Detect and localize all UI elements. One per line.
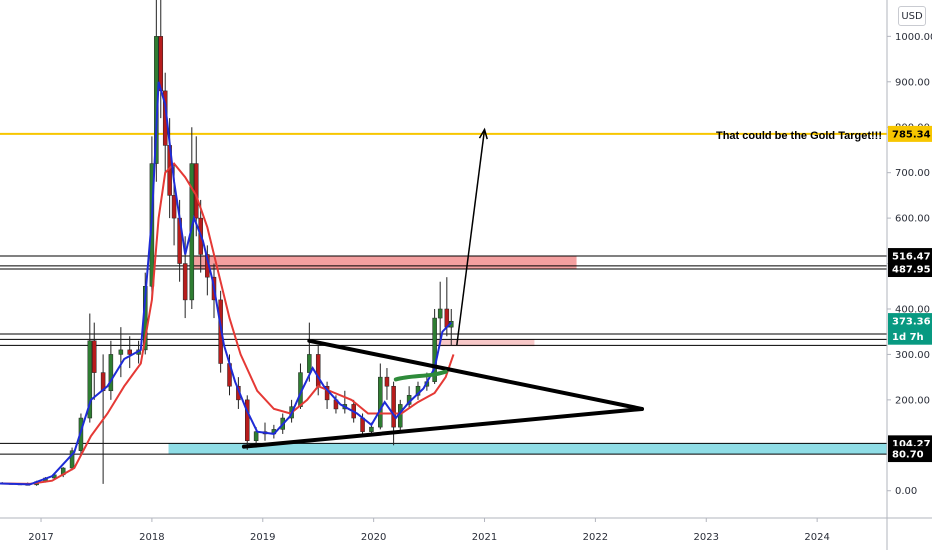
y-tick-label-9: 1000.00 [895, 32, 932, 43]
target-arrow-head [478, 127, 488, 140]
zone-2 [168, 443, 887, 455]
candle-body-10 [87, 340, 93, 419]
candle-body-8 [69, 450, 75, 469]
candle-body-56 [432, 317, 437, 382]
candle-body-35 [253, 431, 259, 442]
candle-body-57 [437, 308, 443, 319]
price-tag-bg-0 [888, 125, 932, 142]
price-tag-label-3: 373.36 [892, 317, 931, 328]
y-tick-label-5: 600.00 [895, 214, 930, 225]
y-tick-label-6: 700.00 [895, 168, 930, 179]
candle-body-13 [108, 354, 114, 392]
x-tick-label-6: 2023 [694, 532, 719, 543]
candle-body-27 [193, 163, 199, 219]
candle-body-51 [391, 385, 396, 428]
price-tag-bg-2 [888, 261, 932, 278]
annotation-text: That could be the Gold Target!!! [716, 130, 882, 142]
x-tick-label-5: 2022 [583, 532, 608, 543]
candle-body-41 [307, 354, 312, 373]
price-tag-label-2: 487.95 [892, 265, 931, 276]
price-tag-bg-1 [888, 248, 932, 265]
price-tag-bg-6 [888, 446, 932, 463]
price-tag-label-6: 80.70 [892, 450, 924, 461]
zone-1 [434, 339, 535, 347]
ema-red-line [0, 162, 455, 485]
x-tick-label-7: 2024 [804, 532, 829, 543]
x-tick-label-2: 2019 [250, 532, 275, 543]
x-tick-label-1: 2018 [139, 532, 164, 543]
levels-layer [0, 132, 887, 455]
x-tick-label-0: 2017 [28, 532, 53, 543]
price-tag-label-4: 1d 7h [892, 332, 924, 343]
candle-body-11 [91, 340, 97, 373]
zones-layer [168, 256, 887, 455]
candle-body-49 [378, 376, 383, 428]
price-tag-bg-3 [888, 313, 932, 330]
y-tick-label-3: 400.00 [895, 304, 930, 315]
y-tick-label-1: 200.00 [895, 395, 930, 406]
currency-button[interactable]: USD [898, 6, 926, 26]
x-tick-label-3: 2020 [361, 532, 386, 543]
candle-body-15 [127, 349, 132, 355]
price-tag-bg-4 [888, 328, 932, 345]
candle-body-25 [182, 263, 188, 301]
candle-body-42 [315, 354, 321, 387]
price-tag-label-5: 104.27 [892, 439, 931, 450]
y-tick-label-2: 300.00 [895, 350, 930, 361]
ema-blue-line [0, 81, 453, 486]
y-tick-label-8: 900.00 [895, 77, 930, 88]
candle-body-48 [369, 426, 374, 432]
ema-layer [0, 81, 455, 486]
candle-body-50 [384, 376, 390, 387]
trendline-1 [241, 406, 644, 449]
green-arc [393, 369, 448, 382]
zone-0 [194, 256, 577, 270]
price-tag-label-1: 516.47 [892, 252, 931, 263]
candle-body-14 [118, 349, 124, 355]
x-tick-label-4: 2021 [472, 532, 497, 543]
price-tag-label-0: 785.34 [892, 129, 931, 140]
candle-body-23 [171, 195, 177, 219]
y-tick-label-0: 0.00 [895, 486, 917, 497]
trendline-0 [307, 338, 644, 411]
drawings-layer [241, 127, 644, 449]
candle-body-34 [245, 399, 250, 442]
target-arrow-line [456, 129, 486, 346]
